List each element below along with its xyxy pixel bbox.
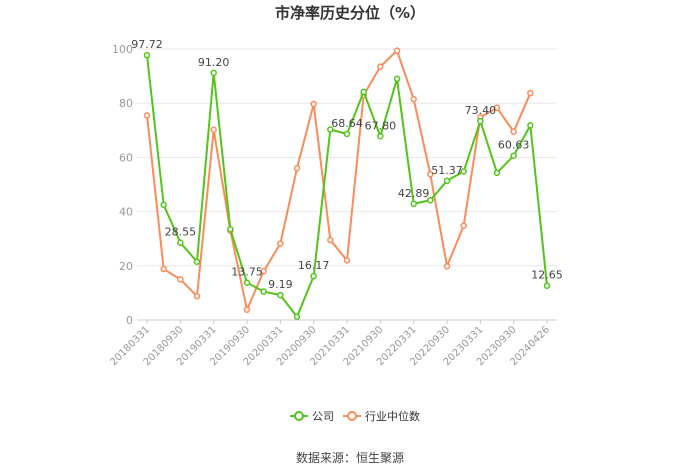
data-label: 12.65: [531, 269, 563, 282]
data-point: [393, 75, 401, 83]
data-point: [527, 122, 534, 129]
data-point: [377, 63, 384, 70]
data-point: [293, 313, 301, 320]
series-industry-median: [143, 47, 534, 313]
data-label: 67.80: [365, 119, 397, 132]
data-point: [277, 240, 284, 247]
data-point: [510, 152, 517, 159]
data-point: [327, 236, 334, 244]
data-point: [177, 276, 184, 283]
data-point: [177, 239, 184, 246]
data-point: [193, 292, 201, 300]
data-point: [427, 170, 434, 178]
data-point: [410, 95, 417, 103]
data-point: [227, 225, 234, 233]
chart-title: 市净率历史分位（%）: [274, 4, 426, 22]
data-point: [143, 51, 151, 59]
data-point: [443, 263, 451, 270]
data-point: [243, 279, 251, 286]
y-tick-label: 20: [119, 260, 133, 273]
data-label: 28.55: [165, 226, 197, 239]
legend-swatch-marker: [294, 411, 304, 421]
data-point: [493, 104, 501, 112]
legend-item-company[interactable]: 公司: [290, 410, 334, 423]
y-tick-label: 100: [112, 43, 133, 56]
y-tick-label: 80: [119, 97, 133, 110]
data-point: [410, 200, 417, 208]
data-label: 97.72: [131, 38, 163, 51]
data-point: [360, 88, 367, 96]
data-label: 51.37: [431, 164, 463, 177]
data-label: 9.19: [268, 278, 293, 291]
data-point: [293, 164, 301, 172]
data-point: [343, 130, 351, 138]
data-point: [343, 257, 351, 264]
data-point: [193, 258, 201, 265]
series-line: [146, 55, 548, 318]
data-label: 68.64: [331, 117, 363, 130]
data-label: 73.40: [465, 104, 497, 117]
data-label: 60.63: [498, 139, 530, 152]
data-point: [143, 112, 151, 119]
data-point: [510, 128, 517, 135]
data-point: [460, 168, 467, 175]
data-point: [493, 169, 501, 177]
data-label: 91.20: [198, 56, 230, 69]
y-tick-label: 0: [126, 314, 133, 327]
data-point: [277, 291, 284, 299]
data-point: [310, 100, 317, 108]
data-point: [543, 282, 551, 289]
series-layer: [143, 47, 551, 320]
data-point: [393, 47, 401, 54]
label-layer: 97.72 28.55 91.20 13.75 9.19 16.17 68.64 67.80 4…: [131, 38, 563, 291]
y-tick-label: 60: [119, 151, 133, 164]
data-point: [327, 126, 334, 133]
data-point: [260, 267, 267, 275]
data-point: [443, 177, 451, 185]
data-point: [460, 222, 467, 229]
data-point: [427, 196, 434, 204]
source-note: 数据来源：恒生聚源: [295, 451, 404, 465]
data-label: 13.75: [231, 266, 263, 279]
data-point: [210, 69, 217, 77]
data-point: [377, 133, 384, 140]
axis-layer: 0204060801002018033120180930201903312019…: [108, 43, 557, 368]
data-point: [310, 272, 317, 280]
y-tick-label: 40: [119, 206, 133, 219]
grid-layer: [137, 48, 557, 321]
data-point: [260, 288, 267, 295]
data-point: [527, 89, 534, 97]
data-point: [243, 306, 251, 313]
legend-item-industry-median[interactable]: 行业中位数: [343, 409, 420, 423]
series-company: [143, 51, 551, 320]
data-label: 16.17: [298, 259, 330, 272]
data-point: [210, 126, 217, 134]
data-point: [160, 201, 167, 209]
data-point: [477, 117, 484, 125]
data-point: [160, 265, 167, 273]
legend-label: 行业中位数: [365, 409, 420, 423]
series-line: [146, 49, 532, 311]
data-label: 42.89: [398, 187, 430, 200]
legend-label: 公司: [312, 410, 334, 423]
legend[interactable]: 公司 行业中位数: [290, 409, 420, 423]
legend-swatch-marker: [347, 411, 357, 421]
